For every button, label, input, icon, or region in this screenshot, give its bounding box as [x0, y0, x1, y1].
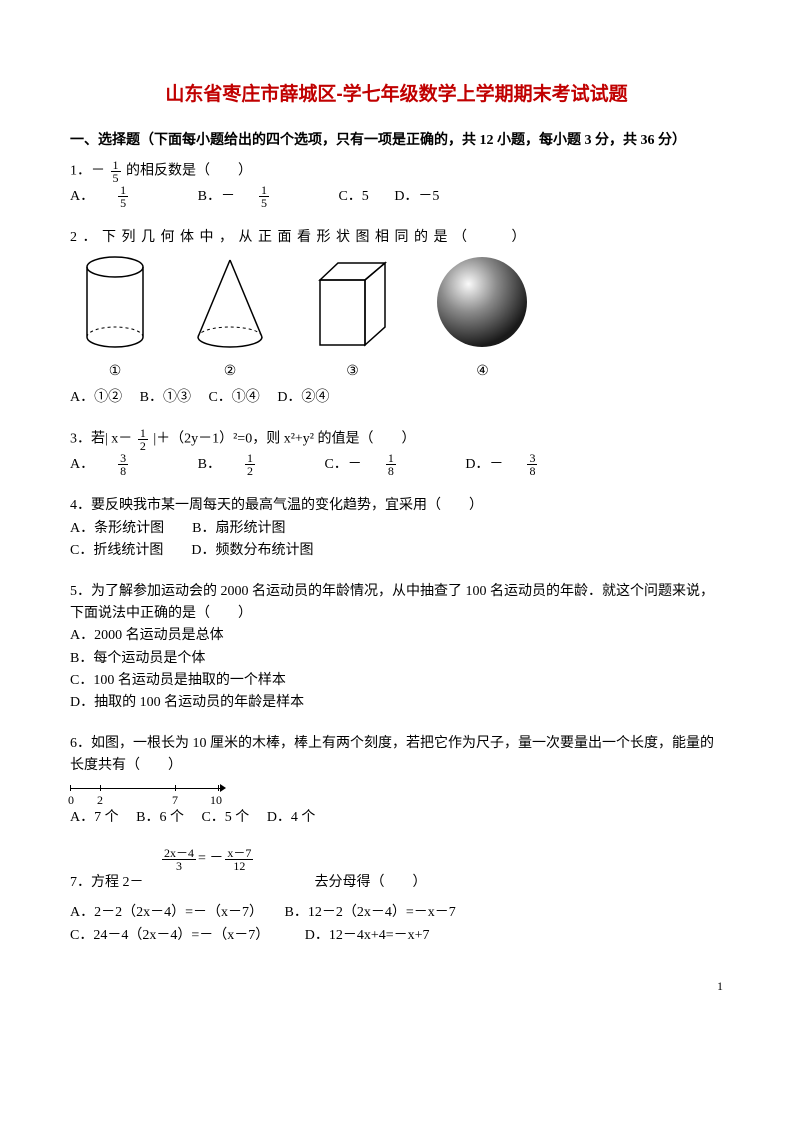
q4-line1: A．条形统计图 B．扇形统计图: [70, 518, 723, 540]
frac-den: 5: [118, 197, 128, 209]
tick-0: 0: [68, 791, 74, 810]
question-6: 6．如图，一根长为 10 厘米的木棒，棒上有两个刻度，若把它作为尺子，量一次要量…: [70, 733, 723, 829]
frac-num: 1: [118, 184, 128, 197]
q3-frac: 12: [138, 427, 148, 452]
q2-opt-d: D．②④: [277, 390, 329, 405]
q7-opt-a: A．2－2（2x－4）=－（x－7）: [70, 905, 263, 920]
q1-fraction: 1 5: [111, 159, 121, 184]
ruler-labels: 0 2 7 10: [70, 791, 230, 807]
q7-f2: x－712: [225, 847, 253, 872]
q6-opt-c: C．5 个: [201, 810, 249, 825]
shape-label-1: ①: [80, 361, 150, 383]
question-1: 1．－ 1 5 的相反数是（ ） A．15 B．－15 C．5 D．－5: [70, 159, 723, 209]
q1-post: 的相反数是（ ）: [126, 164, 252, 179]
q7-post: 去分母得（ ）: [301, 875, 427, 890]
q4-line2: C．折线统计图 D．频数分布统计图: [70, 540, 723, 562]
frac-den: 12: [225, 860, 253, 872]
page-title: 山东省枣庄市薛城区-学七年级数学上学期期末考试试题: [70, 80, 723, 110]
q7-f1: 2x－43: [162, 847, 196, 872]
q7-eq: = －: [198, 848, 223, 870]
shape-label-4: ④: [435, 361, 530, 383]
cone-icon: [190, 255, 270, 350]
frac-den: 8: [386, 465, 396, 477]
q6-opt-b: B．6 个: [136, 810, 184, 825]
q2-opt-a: A．①②: [70, 390, 122, 405]
q5-opt-b: B．每个运动员是个体: [70, 648, 723, 670]
question-2: 2 ． 下 列 几 何 体 中 ， 从 正 面 看 形 状 图 相 同 的 是 …: [70, 227, 723, 410]
q7-opt-d: D．12－4x+4=－x+7: [305, 928, 430, 943]
frac-num: 1: [259, 184, 269, 197]
sphere-icon: [435, 255, 530, 350]
frac-num: 1: [111, 159, 121, 172]
cylinder-icon: [80, 255, 150, 350]
q5-text: 5．为了解参加运动会的 2000 名运动员的年龄情况，从中抽查了 100 名运动…: [70, 581, 723, 626]
q3-opt-c: C．－18: [324, 457, 439, 472]
q1-opt-b: B．－15: [198, 189, 313, 204]
frac-den: 8: [118, 465, 128, 477]
frac-den: 3: [162, 860, 196, 872]
q7-opt-b: B．12－2（2x－4）=－x－7: [285, 905, 456, 920]
question-5: 5．为了解参加运动会的 2000 名运动员的年龄情况，从中抽查了 100 名运动…: [70, 581, 723, 715]
q4-text: 4．要反映我市某一周每天的最高气温的变化趋势，宜采用（ ）: [70, 495, 723, 517]
q3-opt-d: D．－38: [465, 457, 581, 472]
q6-opt-d: D．4 个: [267, 810, 316, 825]
tick-10: 10: [210, 791, 222, 810]
question-3: 3．若| x－ 12 |＋（2y－1）²=0，则 x²+y² 的值是（ ） A．…: [70, 427, 723, 477]
ruler-icon: [70, 788, 220, 789]
q2-opt-b: B．①③: [140, 390, 191, 405]
q6-opt-a: A．7 个: [70, 810, 119, 825]
question-7: 2x－43 = － x－712 7．方程 2－ 去分母得（ ） A．2－2（2x…: [70, 847, 723, 947]
q7-opt-c: C．24－4（2x－4）=－（x－7）: [70, 928, 269, 943]
shape-label-3: ③: [310, 361, 395, 383]
frac-den: 5: [111, 172, 121, 184]
frac-den: 2: [138, 440, 148, 452]
q1-pre: 1．－: [70, 164, 105, 179]
q2-opt-c: C．①④: [208, 390, 259, 405]
q5-opt-a: A．2000 名运动员是总体: [70, 625, 723, 647]
q2-shapes: ① ② ③: [80, 255, 723, 383]
q5-opt-d: D．抽取的 100 名运动员的年龄是样本: [70, 692, 723, 714]
q3-pre: 3．若| x－: [70, 432, 132, 447]
q3-opt-b: B．12: [198, 457, 299, 472]
q3-mid: |＋（2y－1）²=0，则 x²+y² 的值是（ ）: [153, 432, 415, 447]
q5-opt-c: C．100 名运动员是抽取的一个样本: [70, 670, 723, 692]
q7-pre: 7．方程 2－: [70, 875, 144, 890]
q6-text: 6．如图，一根长为 10 厘米的木棒，棒上有两个刻度，若把它作为尺子，量一次要量…: [70, 733, 723, 778]
question-4: 4．要反映我市某一周每天的最高气温的变化趋势，宜采用（ ） A．条形统计图 B．…: [70, 495, 723, 562]
shape-label-2: ②: [190, 361, 270, 383]
section-heading: 一、选择题（下面每小题给出的四个选项，只有一项是正确的，共 12 小题，每小题 …: [70, 130, 723, 152]
page-number: 1: [70, 977, 723, 996]
tick-7: 7: [172, 791, 178, 810]
q7-equation: 2x－43 = － x－712: [160, 847, 255, 872]
frac-den: 8: [527, 465, 537, 477]
q3-opt-a: A．38: [70, 457, 172, 472]
frac-den: 5: [259, 197, 269, 209]
q1-opt-d: D．－5: [394, 189, 439, 204]
tick-2: 2: [97, 791, 103, 810]
q1-opt-c: C．5: [338, 189, 368, 204]
q1-opt-a: A．15: [70, 189, 172, 204]
q2-text: 2 ． 下 列 几 何 体 中 ， 从 正 面 看 形 状 图 相 同 的 是 …: [70, 227, 723, 249]
cuboid-icon: [310, 255, 395, 350]
frac-den: 2: [245, 465, 255, 477]
